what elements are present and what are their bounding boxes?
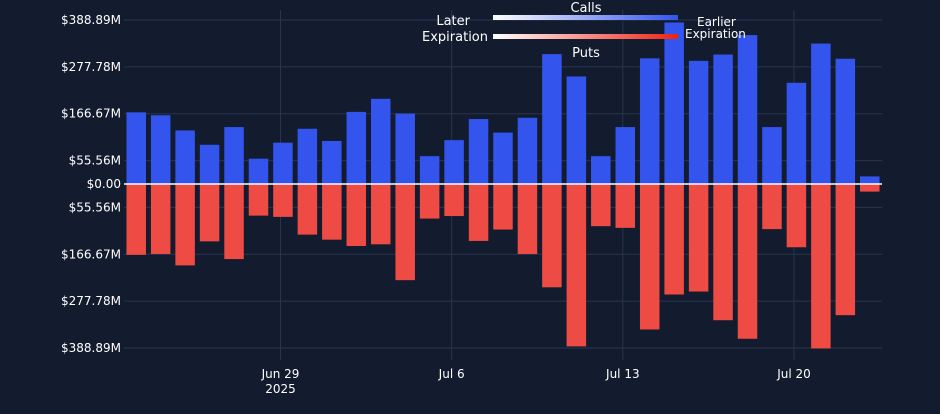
call-bar	[297, 128, 318, 184]
call-bar	[615, 127, 636, 184]
put-bar	[419, 184, 440, 219]
y-tick-label: $388.89M	[61, 13, 121, 27]
put-bar	[468, 184, 489, 241]
put-bar	[615, 184, 636, 228]
call-bar	[419, 156, 440, 184]
call-bar	[713, 54, 733, 184]
put-bar	[542, 184, 562, 288]
put-bar	[713, 184, 733, 321]
put-bar	[346, 184, 367, 246]
y-tick-label: $0.00	[87, 177, 121, 191]
put-bar	[811, 184, 831, 349]
y-tick-label: $55.56M	[69, 154, 121, 168]
call-bar	[811, 43, 831, 184]
call-bar	[566, 76, 587, 184]
legend-right-label-bottom: Expiration	[685, 27, 746, 41]
call-bar	[199, 144, 220, 184]
y-tick-label: $277.78M	[61, 294, 121, 308]
x-tick-label: Jul 20	[776, 367, 811, 381]
call-bar	[370, 98, 391, 184]
put-bar	[273, 184, 293, 217]
call-bar	[591, 156, 611, 184]
call-bar	[346, 111, 367, 184]
put-bar	[786, 184, 807, 248]
x-tick-label: Jun 29	[261, 367, 300, 381]
legend-left-label-top: Later	[436, 14, 470, 29]
legend-calls-gradient-bar	[493, 15, 678, 20]
put-bar	[444, 184, 464, 217]
axis-layer: $388.89M $277.78M $166.67M $55.56M $0.00 $55.…	[61, 13, 882, 396]
put-bar	[248, 184, 269, 216]
legend-calls-title: Calls	[570, 1, 601, 16]
put-bar	[126, 184, 146, 255]
y-tick-label: $388.89M	[61, 341, 121, 355]
put-bar	[664, 184, 684, 295]
put-bar	[175, 184, 195, 266]
y-tick-label: $55.56M	[69, 200, 121, 214]
x-tick-label: Jul 13	[605, 367, 640, 381]
put-bar	[737, 184, 758, 339]
call-bar	[224, 127, 244, 184]
put-bar	[395, 184, 415, 281]
call-bar	[737, 35, 758, 184]
put-bar	[370, 184, 391, 245]
put-bar	[591, 184, 611, 227]
bars-layer	[126, 22, 880, 349]
call-bar	[835, 58, 856, 184]
call-bar	[639, 58, 660, 185]
call-bar	[493, 132, 513, 184]
legend-puts-title: Puts	[572, 46, 600, 61]
call-bar	[175, 130, 195, 184]
call-bar	[150, 115, 171, 184]
y-tick-label: $277.78M	[61, 60, 121, 74]
call-bar	[322, 140, 342, 184]
legend-right-label-top: Earlier	[697, 15, 736, 29]
put-bar	[639, 184, 660, 330]
call-bar	[664, 22, 684, 185]
call-bar	[762, 127, 782, 184]
put-bar	[224, 184, 244, 260]
put-bar	[150, 184, 171, 255]
call-bar	[786, 82, 807, 184]
put-bar	[199, 184, 220, 242]
put-bar	[322, 184, 342, 240]
put-bar	[517, 184, 538, 255]
legend-left-label-bottom: Expiration	[422, 30, 488, 45]
call-bar	[273, 142, 293, 184]
call-bar	[688, 60, 709, 184]
legend-puts-gradient-bar	[493, 34, 678, 39]
call-bar	[248, 158, 269, 184]
call-bar	[860, 176, 880, 184]
put-bar	[688, 184, 709, 292]
x-tick-label: Jul 6	[438, 367, 465, 381]
put-bar	[835, 184, 856, 316]
put-bar	[566, 184, 587, 347]
call-bar	[517, 117, 538, 184]
call-bar	[542, 54, 562, 185]
call-bar	[126, 112, 146, 184]
legend: Calls Later Expiration Earlier Expiratio…	[422, 1, 746, 61]
x-tick-sublabel: 2025	[265, 382, 296, 396]
put-bar	[762, 184, 782, 230]
call-bar	[395, 113, 415, 184]
put-bar	[860, 184, 880, 192]
y-tick-label: $166.67M	[61, 107, 121, 121]
put-bar	[493, 184, 513, 230]
put-bar	[297, 184, 318, 235]
call-bar	[468, 119, 489, 184]
y-tick-label: $166.67M	[61, 247, 121, 261]
call-bar	[444, 140, 464, 184]
